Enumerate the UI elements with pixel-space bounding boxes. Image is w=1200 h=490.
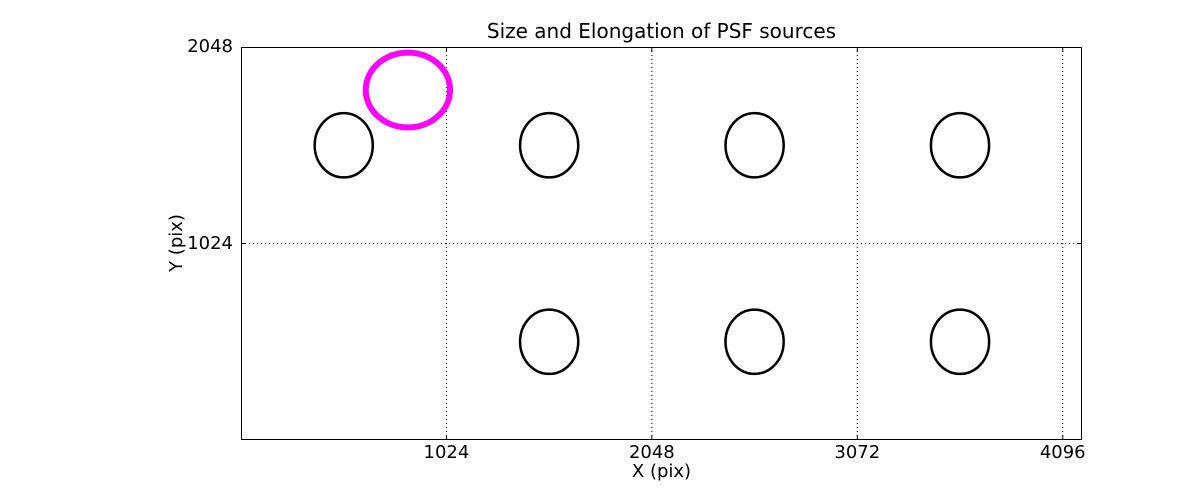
psf-source <box>518 308 580 376</box>
chart-title: Size and Elongation of PSF sources <box>486 19 837 43</box>
psf-source <box>724 308 785 376</box>
plot-svg <box>241 47 1082 440</box>
psf-source <box>929 308 991 376</box>
psf-source-highlight <box>362 49 454 131</box>
x-tick-label: 2048 <box>628 442 675 463</box>
y-tick-label: 1024 <box>187 232 233 254</box>
psf-source <box>518 111 580 179</box>
x-axis-label: X (pix) <box>631 461 692 482</box>
x-tick-label: 1024 <box>423 442 470 463</box>
x-tick-label: 4096 <box>1039 442 1086 463</box>
axes-spines <box>241 47 1082 440</box>
psf-source <box>313 111 375 179</box>
plot-area <box>241 47 1082 440</box>
psf-source <box>929 111 991 179</box>
x-tick-label: 3072 <box>834 442 881 463</box>
y-tick-label: 2048 <box>187 36 233 57</box>
psf-source <box>724 111 785 179</box>
